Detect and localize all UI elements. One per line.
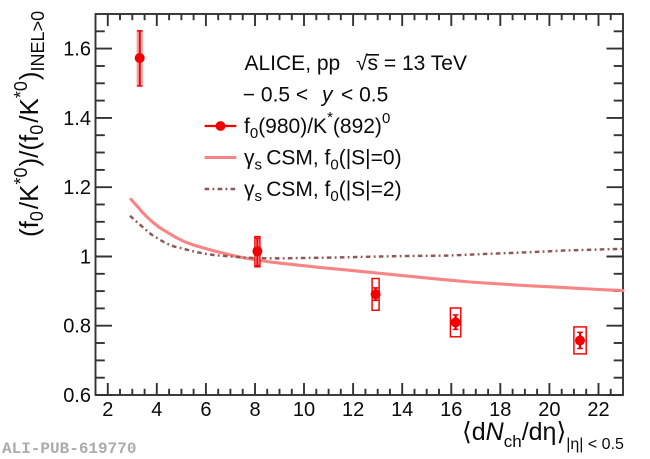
svg-text:γs CSM, f0(|S|=0): γs CSM, f0(|S|=0) bbox=[244, 147, 402, 174]
svg-text:8: 8 bbox=[249, 399, 260, 421]
svg-text:12: 12 bbox=[342, 399, 364, 421]
svg-text:1.4: 1.4 bbox=[63, 108, 91, 130]
svg-text:1: 1 bbox=[80, 247, 91, 269]
svg-text:4: 4 bbox=[151, 399, 162, 421]
svg-text:f0(980)/K*(892)0: f0(980)/K*(892)0 bbox=[244, 109, 390, 142]
svg-text:(f0/K*0)/(f0/K*0)INEL>0: (f0/K*0)/(f0/K*0)INEL>0 bbox=[11, 11, 48, 237]
svg-text:γs CSM, f0(|S|=2): γs CSM, f0(|S|=2) bbox=[244, 178, 402, 205]
svg-text:− 0.5 <: − 0.5 < bbox=[243, 84, 308, 107]
svg-text:14: 14 bbox=[391, 399, 413, 421]
svg-text:10: 10 bbox=[293, 399, 315, 421]
svg-text:20: 20 bbox=[538, 399, 560, 421]
svg-text:2: 2 bbox=[102, 399, 113, 421]
svg-text:18: 18 bbox=[489, 399, 511, 421]
svg-text:ALI-PUB-619770: ALI-PUB-619770 bbox=[2, 440, 136, 458]
svg-text:1.2: 1.2 bbox=[63, 177, 91, 199]
svg-text:< 0.5: < 0.5 bbox=[341, 84, 388, 107]
svg-text:0.8: 0.8 bbox=[63, 316, 91, 338]
svg-text:6: 6 bbox=[200, 399, 211, 421]
svg-text:0.6: 0.6 bbox=[63, 385, 91, 407]
svg-text:16: 16 bbox=[440, 399, 462, 421]
svg-text:22: 22 bbox=[587, 399, 609, 421]
svg-text:y: y bbox=[320, 84, 334, 107]
svg-text:⟨dNch/dη⟩|η| < 0.5: ⟨dNch/dη⟩|η| < 0.5 bbox=[462, 418, 624, 453]
svg-text:1.6: 1.6 bbox=[63, 39, 91, 61]
svg-text:ALICE, pp: ALICE, pp bbox=[245, 52, 341, 75]
svg-text:√s = 13 TeV: √s = 13 TeV bbox=[356, 52, 467, 75]
